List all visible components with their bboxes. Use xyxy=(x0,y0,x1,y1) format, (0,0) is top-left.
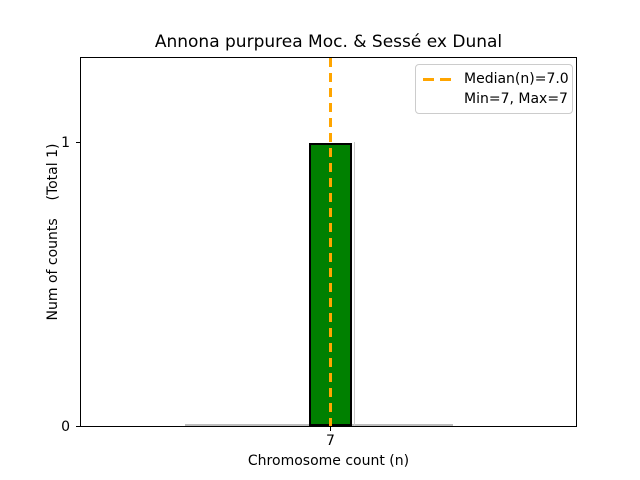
y-tick-label-1: 1 xyxy=(61,135,70,151)
x-axis-label: Chromosome count (n) xyxy=(247,453,410,469)
median-dashed-line xyxy=(329,58,332,426)
legend-entry-minmax: Min=7, Max=7 xyxy=(423,90,568,108)
y-tick-label-0: 0 xyxy=(61,419,70,435)
legend-label-minmax: Min=7, Max=7 xyxy=(464,91,568,107)
plot-area: Median(n)=7.0 Min=7, Max=7 xyxy=(80,57,577,427)
orange-dashed-line-icon xyxy=(423,77,456,81)
legend-label-median: Median(n)=7.0 xyxy=(464,71,569,87)
legend: Median(n)=7.0 Min=7, Max=7 xyxy=(415,64,573,114)
legend-entry-median: Median(n)=7.0 xyxy=(423,70,569,88)
legend-empty-handle xyxy=(423,98,456,101)
y-tick-mark-1 xyxy=(76,142,80,143)
x-tick-label-7: 7 xyxy=(326,433,335,449)
x-tick-mark-7 xyxy=(330,427,331,431)
y-tick-mark-0 xyxy=(76,426,80,427)
y-axis-label: Num of counts (Total 1) xyxy=(45,143,61,321)
bar-edge-shadow xyxy=(354,142,355,426)
chart-title: Annona purpurea Moc. & Sessé ex Dunal xyxy=(154,32,503,52)
